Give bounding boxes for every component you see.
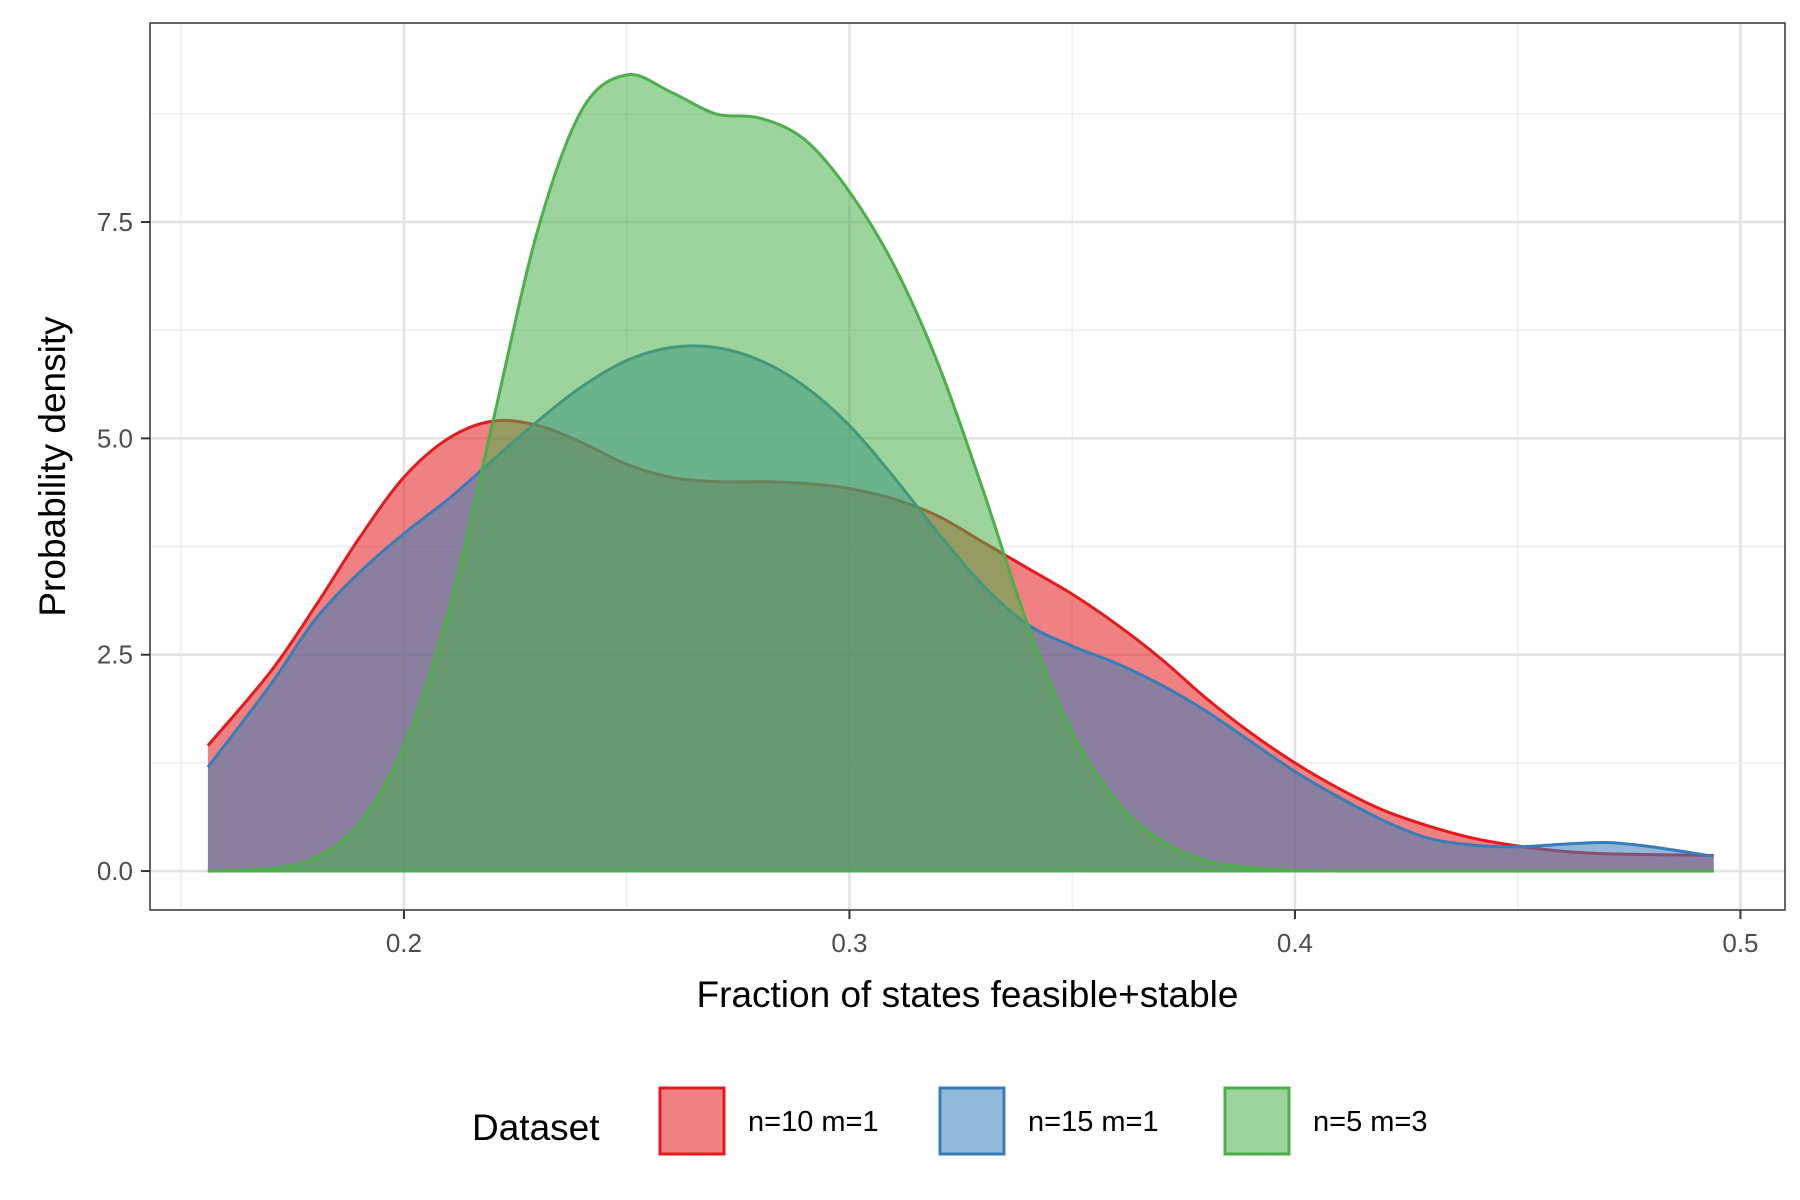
y-tick-label: 0.0 [97, 856, 133, 886]
x-tick-label: 0.4 [1277, 928, 1313, 958]
y-axis: 0.0 2.5 5.0 7.5 [97, 207, 150, 886]
x-tick-label: 0.5 [1722, 928, 1758, 958]
legend-key-2 [938, 1086, 1006, 1156]
legend-label-3: n=5 m=3 [1313, 1106, 1427, 1138]
density-area-3 [207, 74, 1714, 872]
density-series [206, 73, 1714, 873]
x-axis: 0.2 0.3 0.4 0.5 [386, 910, 1759, 958]
legend-key-3 [1223, 1086, 1291, 1156]
series-3 [207, 73, 1714, 873]
legend-label-1: n=10 m=1 [748, 1106, 879, 1138]
legend-label-2: n=15 m=1 [1028, 1106, 1159, 1138]
x-tick-label: 0.3 [831, 928, 867, 958]
plot-panel-border [149, 22, 1786, 911]
legend-title: Dataset [472, 1107, 600, 1148]
y-tick-label: 7.5 [97, 207, 133, 237]
y-axis-title: Probability density [32, 316, 73, 617]
legend: Dataset n=10 m=1 n=15 m=1 n=5 m=3 [472, 1086, 1427, 1156]
y-tick-label: 2.5 [97, 640, 133, 670]
legend-key-1 [658, 1086, 726, 1156]
y-tick-label: 5.0 [97, 423, 133, 453]
x-tick-label: 0.2 [386, 928, 422, 958]
x-axis-title: Fraction of states feasible+stable [697, 974, 1239, 1015]
